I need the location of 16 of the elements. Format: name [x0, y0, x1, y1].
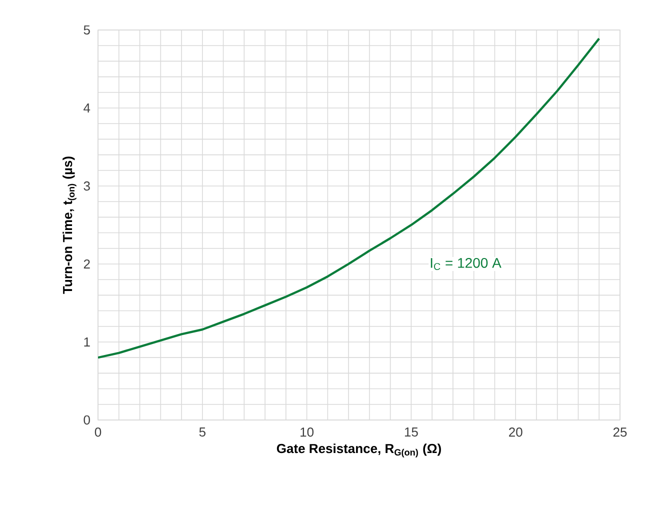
y-tick-label: 0: [84, 415, 90, 425]
annotation: I$_{C}$ = 1200 A: [430, 258, 502, 270]
y-tick-label: 1: [84, 338, 90, 346]
y-tick-label: 2: [84, 259, 90, 269]
x-tick-label: 25: [613, 428, 627, 437]
x-tick-label: 20: [509, 428, 522, 437]
x-tick-label: 5: [199, 428, 206, 437]
x-tick-label: 10: [300, 428, 314, 437]
y-tick-label: 4: [84, 104, 90, 112]
y-tick-label: 3: [84, 181, 90, 191]
y-tick-label: 5: [84, 25, 90, 35]
x-axis-title: Gate Resistance, R$_{G(on)}$ (Ω): [276, 444, 441, 458]
x-tick-label: 0: [94, 428, 102, 437]
x-tick-label: 15: [404, 428, 418, 437]
line-series: [98, 37, 600, 359]
y-axis-title: Turn-on Time, t$_{(on)}$ (µs): [62, 156, 76, 294]
